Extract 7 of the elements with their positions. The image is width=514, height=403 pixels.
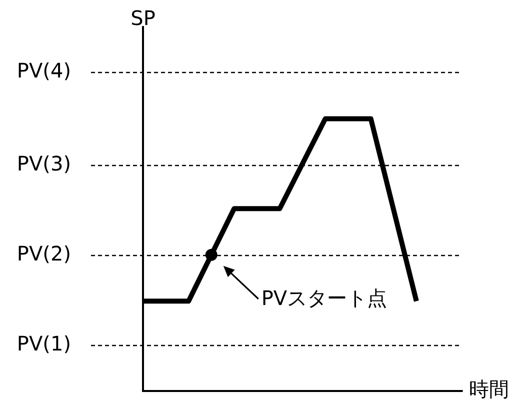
ref-line-label: PV(4) [16, 58, 71, 83]
ref-line-label: PV(1) [16, 332, 71, 356]
y-axis-title: SP [130, 6, 156, 30]
ref-line-label: PV(2) [16, 242, 71, 266]
ref-line-label: PV(3) [16, 152, 71, 176]
annotation: PVスタート点 [261, 286, 388, 310]
x-axis-title: 時間 [469, 377, 509, 402]
